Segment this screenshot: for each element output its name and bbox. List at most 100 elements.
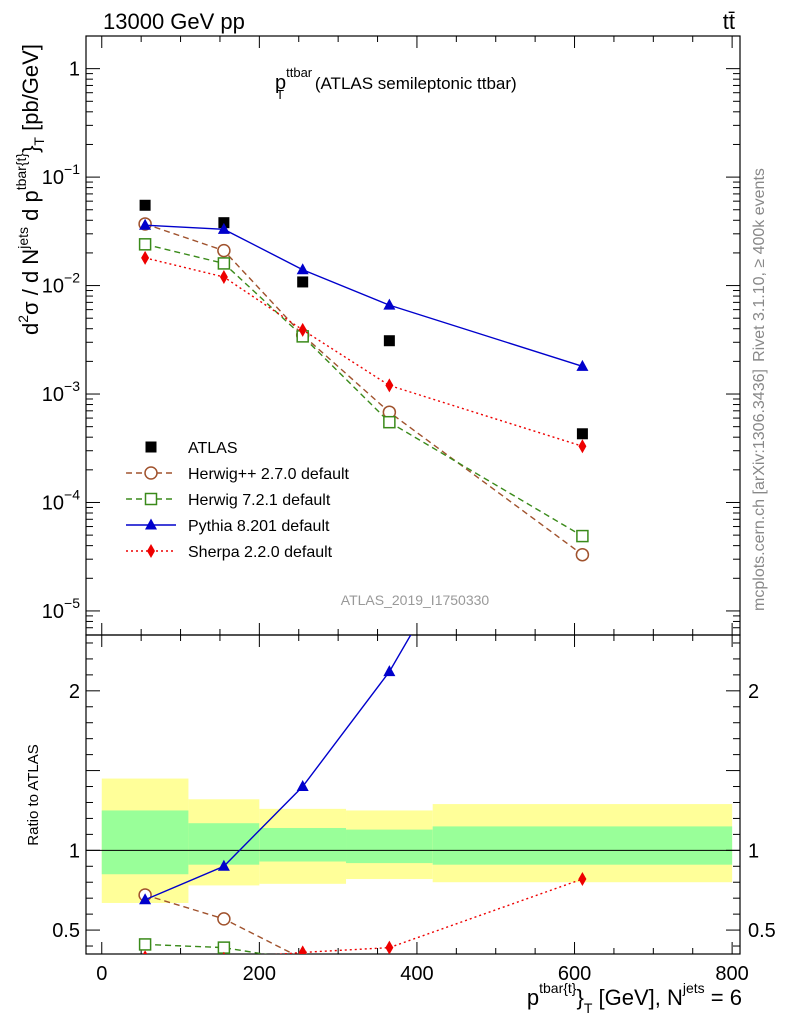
main-point-0-2 — [297, 276, 309, 288]
y-tick-label-ratio-left: 0.5 — [52, 920, 80, 942]
main-point-3-3 — [383, 298, 396, 310]
y-tick-label-ratio-left: 1 — [69, 840, 80, 862]
y-tick-label-exp: −4 — [64, 486, 80, 502]
main-point-0-0 — [139, 199, 151, 211]
ratio-point-0-1 — [217, 912, 231, 926]
xlabel-p: p — [527, 985, 539, 1010]
y-tick-label-exp: −5 — [64, 595, 80, 611]
xlabel-sup: tbar{t} — [539, 980, 577, 996]
main-point-1-1 — [217, 243, 231, 258]
x-tick-label: 400 — [400, 963, 433, 985]
xlabel-brace: } — [576, 985, 583, 1010]
ylabel-d-sup: 2 — [15, 315, 31, 323]
ylabel-dp: d p — [18, 190, 43, 227]
main-point-2-3 — [383, 415, 396, 429]
ratio-point-2-1 — [217, 859, 230, 871]
x-tick-label: 600 — [558, 963, 591, 985]
xlabel-tail: = 6 — [705, 985, 742, 1010]
y-tick-label-ratio-right: 0.5 — [748, 920, 776, 942]
ylabel-tbar-sup: tbar{t} — [13, 153, 29, 191]
legend-label-0: ATLAS — [188, 440, 238, 457]
legend-label-2: Herwig 7.2.1 default — [188, 492, 331, 509]
ylabel-unit: [pb/GeV] — [18, 44, 43, 137]
y-tick-label-exp: −2 — [64, 270, 80, 286]
ratio-point-3-0 — [142, 950, 148, 954]
plot-title-rest: (ATLAS semileptonic ttbar) — [310, 74, 517, 93]
legend-marker-0 — [145, 441, 157, 453]
green-band-1 — [188, 823, 260, 865]
main-point-3-1 — [217, 222, 230, 234]
y-tick-label-base: 10 — [42, 384, 64, 406]
main-point-2-4 — [576, 529, 589, 543]
plot-title-sup: ttbar — [286, 65, 313, 80]
y-tick-label-main: 10−1 — [42, 161, 80, 189]
main-line-3 — [145, 224, 583, 368]
xlabel-unit: [GeV], N — [592, 985, 682, 1010]
y-tick-label-base: 10 — [42, 492, 64, 514]
main-point-4-1 — [219, 269, 228, 284]
ratio-point-3-2 — [298, 945, 307, 954]
green-band-0 — [101, 810, 189, 875]
xlabel-sub: T — [584, 1000, 593, 1016]
legend: ATLAS Herwig++ 2.7.0 default Herwig 7.2.1 … — [126, 440, 350, 561]
ratio-point-0-3 — [383, 969, 395, 981]
green-band-4 — [432, 826, 733, 865]
rivet-version-label: Rivet 3.1.10, ≥ 400k events — [751, 168, 768, 362]
ratio-point-1-0 — [138, 938, 152, 951]
y-tick-label-base: 10 — [42, 601, 64, 623]
ylabel-jets-sup: jets — [15, 227, 31, 250]
main-point-3-4 — [576, 359, 589, 371]
y-axis-label-main: d2σ / d Njets d ptbar{t}}T [pb/GeV] — [13, 44, 47, 335]
ratio-point-1-3 — [384, 976, 395, 987]
main-point-3-2 — [296, 263, 309, 275]
main-point-0-1 — [218, 217, 230, 229]
ratio-line-0 — [144, 894, 295, 954]
mcplots-reference-label: mcplots.cern.ch [arXiv:1306.3436] — [751, 369, 768, 611]
main-line-4 — [144, 257, 583, 447]
ratio-point-3-3 — [385, 940, 394, 954]
y-tick-label-exp: −3 — [64, 378, 80, 394]
main-point-3-0 — [139, 218, 152, 230]
ratio-panel-frame — [85, 634, 741, 955]
ratio-point-3-1 — [222, 951, 226, 954]
y-tick-label-main: 10−2 — [42, 270, 80, 298]
legend-label-3: Pythia 8.201 default — [188, 518, 330, 535]
legend-marker-3 — [145, 518, 157, 530]
ratio-point-2-2 — [296, 780, 309, 792]
x-tick-label: 200 — [243, 963, 276, 985]
ratio-point-2-4 — [576, 333, 588, 344]
ylabel-d: d — [18, 323, 43, 335]
header-collision-label: 13000 GeV pp — [103, 9, 245, 34]
legend-label-1: Herwig++ 2.7.0 default — [188, 466, 350, 483]
legend-label-4: Sherpa 2.2.0 default — [188, 544, 333, 561]
xlabel-njets-sup: jets — [682, 980, 705, 996]
y-tick-label-base: 10 — [42, 276, 64, 298]
y-tick-label-ratio-right: 2 — [748, 681, 759, 703]
main-point-0-3 — [383, 335, 395, 347]
y-tick-label-base: 10 — [42, 167, 64, 189]
green-band-3 — [346, 829, 433, 864]
analysis-tag: ATLAS_2019_I1750330 — [341, 592, 490, 608]
legend-marker-1 — [144, 466, 158, 480]
plot-title-sub: T — [276, 87, 284, 102]
ylabel-sub: T — [31, 137, 47, 146]
main-line-2 — [144, 243, 583, 537]
ratio-point-1-1 — [217, 941, 231, 954]
ratio-line-1 — [145, 943, 268, 954]
ratio-uncertainty-bands — [101, 778, 733, 903]
legend-marker-2 — [144, 492, 158, 506]
green-band-2 — [259, 827, 347, 862]
ratio-series-group — [138, 333, 588, 987]
main-point-2-1 — [217, 257, 231, 270]
y-tick-label-main: 10−4 — [42, 486, 80, 514]
main-point-4-2 — [298, 322, 307, 337]
main-panel-frame — [85, 35, 741, 636]
x-tick-label: 800 — [715, 963, 748, 985]
header-process-label: tt̄ — [723, 9, 735, 34]
main-point-4-0 — [141, 250, 150, 265]
main-point-0-4 — [576, 428, 588, 440]
y-tick-label-base: 1 — [69, 59, 80, 81]
y-tick-label-main: 10−5 — [42, 595, 80, 623]
y-tick-label-main: 10−3 — [42, 378, 80, 406]
